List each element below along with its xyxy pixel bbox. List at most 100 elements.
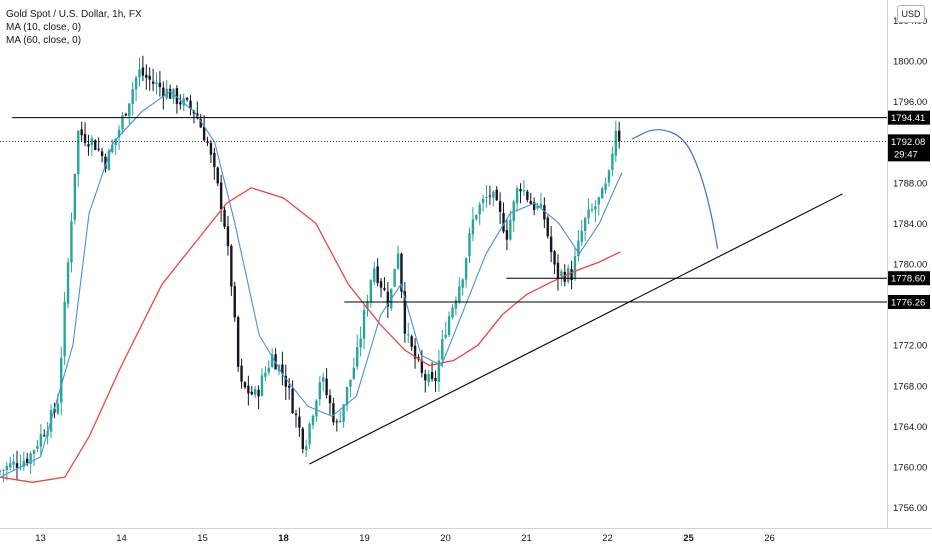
- candle: [475, 214, 478, 221]
- candle: [441, 329, 444, 368]
- candle: [294, 409, 298, 428]
- candle: [179, 94, 182, 110]
- candle: [267, 360, 270, 376]
- candle: [134, 75, 138, 102]
- candle: [427, 369, 430, 387]
- candle: [230, 244, 233, 296]
- candle: [175, 85, 179, 114]
- price-tick-label: 1768.00: [893, 381, 927, 392]
- candle: [5, 462, 9, 481]
- candle: [478, 201, 481, 225]
- candle: [573, 247, 577, 281]
- candle: [301, 427, 304, 454]
- candle: [22, 451, 26, 471]
- time-tick-label: 19: [359, 533, 370, 544]
- candle: [505, 219, 509, 251]
- candle: [15, 450, 19, 481]
- candle: [471, 207, 475, 242]
- candle: [556, 254, 560, 291]
- candle: [287, 378, 291, 400]
- symbol-title[interactable]: Gold Spot / U.S. Dollar, 1h, FX: [6, 9, 142, 20]
- candle: [19, 454, 22, 471]
- candle: [543, 197, 546, 228]
- candle: [339, 410, 342, 423]
- candle: [594, 200, 597, 223]
- level-tag-label: 1776.26: [891, 297, 925, 308]
- ma10-line: [0, 90, 623, 478]
- candle: [304, 439, 308, 458]
- bar-countdown-label: 29:47: [894, 149, 918, 160]
- candle: [492, 190, 495, 207]
- candle: [63, 291, 66, 365]
- candle: [495, 186, 498, 201]
- candle: [600, 186, 604, 199]
- candle: [349, 379, 352, 398]
- candle: [189, 95, 192, 116]
- candle: [403, 281, 407, 343]
- time-tick-label: 25: [683, 533, 694, 544]
- candle: [607, 169, 611, 187]
- candle: [192, 109, 196, 124]
- level-tag: [888, 294, 930, 309]
- time-tick-label: 21: [521, 533, 532, 544]
- candle: [352, 357, 356, 380]
- candle: [519, 183, 522, 204]
- candle: [413, 338, 417, 369]
- ascending-trendline: [309, 193, 843, 465]
- candle: [345, 386, 349, 412]
- price-tick-label: 1788.00: [893, 178, 927, 189]
- candle: [158, 71, 162, 97]
- candle: [284, 364, 287, 400]
- candle: [107, 148, 111, 171]
- ma60-line: [0, 187, 621, 483]
- candle: [580, 220, 583, 246]
- candle: [529, 193, 532, 204]
- candle: [617, 121, 621, 149]
- candle: [257, 385, 260, 410]
- candle: [611, 146, 614, 177]
- candle: [420, 349, 424, 378]
- candle: [73, 173, 77, 225]
- candle: [522, 179, 526, 196]
- candle: [308, 422, 311, 450]
- candle: [66, 258, 70, 309]
- candle: [383, 277, 386, 292]
- candle: [583, 216, 587, 242]
- price-tick-label: 1760.00: [893, 463, 927, 474]
- candle: [0, 469, 2, 476]
- candle: [502, 202, 505, 234]
- candle: [100, 147, 104, 163]
- candle: [151, 68, 155, 92]
- candle: [311, 413, 315, 430]
- candle: [202, 115, 206, 141]
- candlestick-series: [0, 55, 621, 483]
- candle: [117, 125, 121, 150]
- candle: [328, 389, 332, 415]
- candle: [216, 166, 219, 187]
- candle: [458, 277, 461, 305]
- candle: [369, 279, 373, 308]
- candle: [90, 135, 94, 156]
- candle: [488, 185, 492, 205]
- candle: [400, 252, 403, 299]
- candle: [509, 210, 512, 241]
- candle: [335, 418, 339, 432]
- candle: [318, 376, 322, 406]
- candle: [29, 451, 32, 475]
- currency-badge[interactable]: USD: [897, 5, 925, 23]
- price-tick-label: 1764.00: [893, 422, 927, 433]
- candle: [342, 404, 345, 428]
- candle: [155, 72, 158, 95]
- ma10-legend[interactable]: MA (10, close, 0): [6, 22, 82, 33]
- ma60-legend[interactable]: MA (60, close, 0): [6, 35, 82, 46]
- candle: [434, 370, 437, 392]
- time-axis[interactable]: 13 14 15 18 19 20 21 22 25 26: [35, 533, 775, 544]
- candle: [315, 399, 318, 423]
- time-tick-label: 13: [35, 533, 46, 544]
- candle: [213, 147, 216, 180]
- candle: [138, 57, 141, 87]
- candle: [376, 258, 379, 287]
- candle: [243, 381, 247, 390]
